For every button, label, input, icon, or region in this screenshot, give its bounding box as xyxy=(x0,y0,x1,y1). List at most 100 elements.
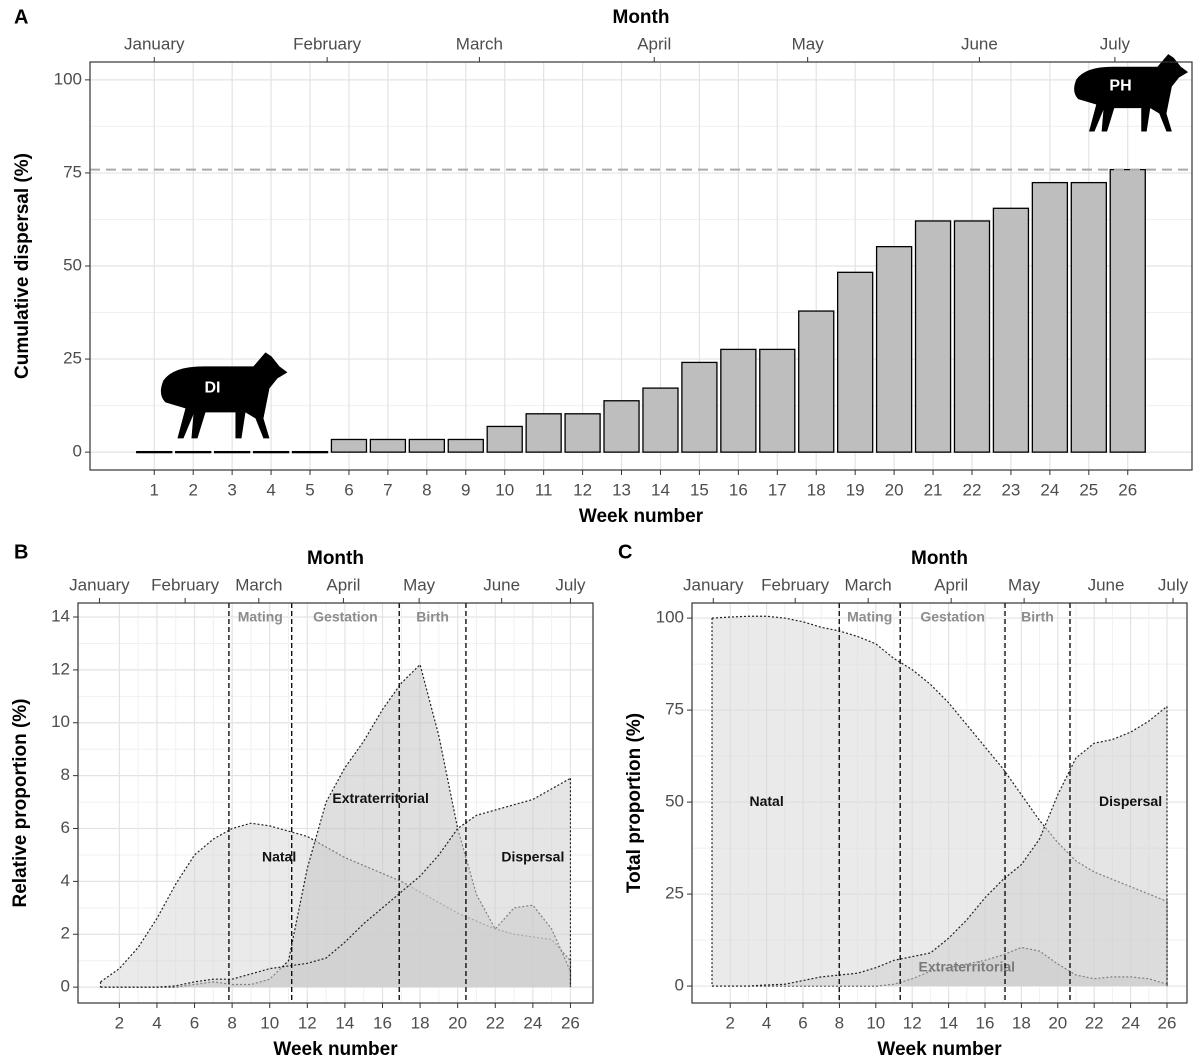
month-tick-label: July xyxy=(1158,575,1189,594)
y-tick-label: 100 xyxy=(656,608,684,627)
month-tick-label: July xyxy=(1100,34,1131,53)
month-tick-label: June xyxy=(961,34,998,53)
y-axis-title: Relative proportion (%) xyxy=(10,698,31,907)
month-tick-label: July xyxy=(555,575,586,594)
x-tick-label: 6 xyxy=(190,1013,199,1032)
panel-label: B xyxy=(14,541,28,563)
top-axis-title: Month xyxy=(613,7,670,28)
phase-label: Gestation xyxy=(313,609,378,625)
month-tick-label: February xyxy=(293,34,362,53)
month-tick-label: April xyxy=(934,575,968,594)
x-tick-label: 10 xyxy=(866,1013,885,1032)
panel-label: C xyxy=(618,541,632,563)
y-tick-label: 0 xyxy=(675,976,684,995)
bar xyxy=(331,439,366,452)
x-tick-label: 19 xyxy=(846,480,865,499)
x-tick-label: 4 xyxy=(762,1013,771,1032)
y-tick-label: 4 xyxy=(61,871,70,890)
x-axis-title: Week number xyxy=(273,1039,398,1060)
bar xyxy=(1032,183,1067,453)
x-tick-label: 2 xyxy=(188,480,197,499)
x-tick-label: 24 xyxy=(523,1013,542,1032)
y-tick-label: 0 xyxy=(61,977,70,996)
x-tick-label: 13 xyxy=(612,480,631,499)
x-axis-title: Week number xyxy=(579,506,704,527)
series-label: Dispersal xyxy=(501,848,564,864)
x-tick-label: 23 xyxy=(1001,480,1020,499)
x-tick-label: 20 xyxy=(1048,1013,1067,1032)
bar xyxy=(292,452,327,453)
y-tick-label: 10 xyxy=(51,712,70,731)
x-tick-label: 22 xyxy=(1085,1013,1104,1032)
month-tick-label: March xyxy=(235,575,282,594)
y-tick-label: 0 xyxy=(73,442,82,461)
chart: 0255075100123456789101112131415161718192… xyxy=(0,0,1200,1064)
y-tick-label: 75 xyxy=(63,162,82,181)
x-tick-label: 16 xyxy=(729,480,748,499)
icon-label: PH xyxy=(1109,78,1131,95)
bar xyxy=(643,388,678,452)
month-tick-label: January xyxy=(683,575,744,594)
x-tick-label: 21 xyxy=(924,480,943,499)
series-label: Dispersal xyxy=(1099,793,1162,809)
x-tick-label: 22 xyxy=(963,480,982,499)
bar xyxy=(526,414,561,452)
series-label: Natal xyxy=(749,793,783,809)
bar xyxy=(721,349,756,452)
x-tick-label: 22 xyxy=(486,1013,505,1032)
x-tick-label: 17 xyxy=(768,480,787,499)
x-tick-label: 9 xyxy=(461,480,470,499)
x-tick-label: 4 xyxy=(152,1013,161,1032)
x-tick-label: 15 xyxy=(690,480,709,499)
x-tick-label: 7 xyxy=(383,480,392,499)
x-tick-label: 8 xyxy=(422,480,431,499)
bar xyxy=(565,414,600,452)
bar xyxy=(215,452,250,453)
x-tick-label: 14 xyxy=(335,1013,354,1032)
x-tick-label: 5 xyxy=(305,480,314,499)
x-tick-label: 2 xyxy=(725,1013,734,1032)
bar xyxy=(254,452,289,453)
bar xyxy=(604,401,639,452)
y-tick-label: 75 xyxy=(665,700,684,719)
phase-label: Gestation xyxy=(920,609,985,625)
x-tick-label: 26 xyxy=(1118,480,1137,499)
bar xyxy=(799,311,834,452)
bar xyxy=(370,439,405,452)
phase-label: Birth xyxy=(416,609,449,625)
y-tick-label: 100 xyxy=(54,69,82,88)
y-tick-label: 50 xyxy=(665,792,684,811)
x-tick-label: 25 xyxy=(1079,480,1098,499)
series-label: Extraterritorial xyxy=(332,790,428,806)
month-tick-label: March xyxy=(456,34,503,53)
x-tick-label: 14 xyxy=(939,1013,958,1032)
month-tick-label: April xyxy=(637,34,671,53)
x-tick-label: 26 xyxy=(561,1013,580,1032)
y-tick-label: 25 xyxy=(63,349,82,368)
month-tick-label: June xyxy=(483,575,520,594)
bar xyxy=(954,221,989,452)
y-tick-label: 50 xyxy=(63,255,82,274)
x-tick-label: 16 xyxy=(976,1013,995,1032)
y-tick-label: 14 xyxy=(51,606,70,625)
month-tick-label: March xyxy=(845,575,892,594)
phase-label: Mating xyxy=(847,609,892,625)
bar xyxy=(993,208,1028,452)
x-tick-label: 26 xyxy=(1158,1013,1177,1032)
x-tick-label: 3 xyxy=(227,480,236,499)
month-tick-label: May xyxy=(403,575,436,594)
x-tick-label: 24 xyxy=(1040,480,1059,499)
x-tick-label: 11 xyxy=(535,480,553,499)
x-tick-label: 20 xyxy=(885,480,904,499)
bar xyxy=(448,439,483,452)
y-tick-label: 2 xyxy=(61,924,70,943)
y-tick-label: 6 xyxy=(61,818,70,837)
x-tick-label: 1 xyxy=(150,480,159,499)
y-tick-label: 12 xyxy=(51,659,70,678)
bar xyxy=(838,272,873,452)
month-tick-label: May xyxy=(1008,575,1041,594)
bar xyxy=(760,349,795,452)
